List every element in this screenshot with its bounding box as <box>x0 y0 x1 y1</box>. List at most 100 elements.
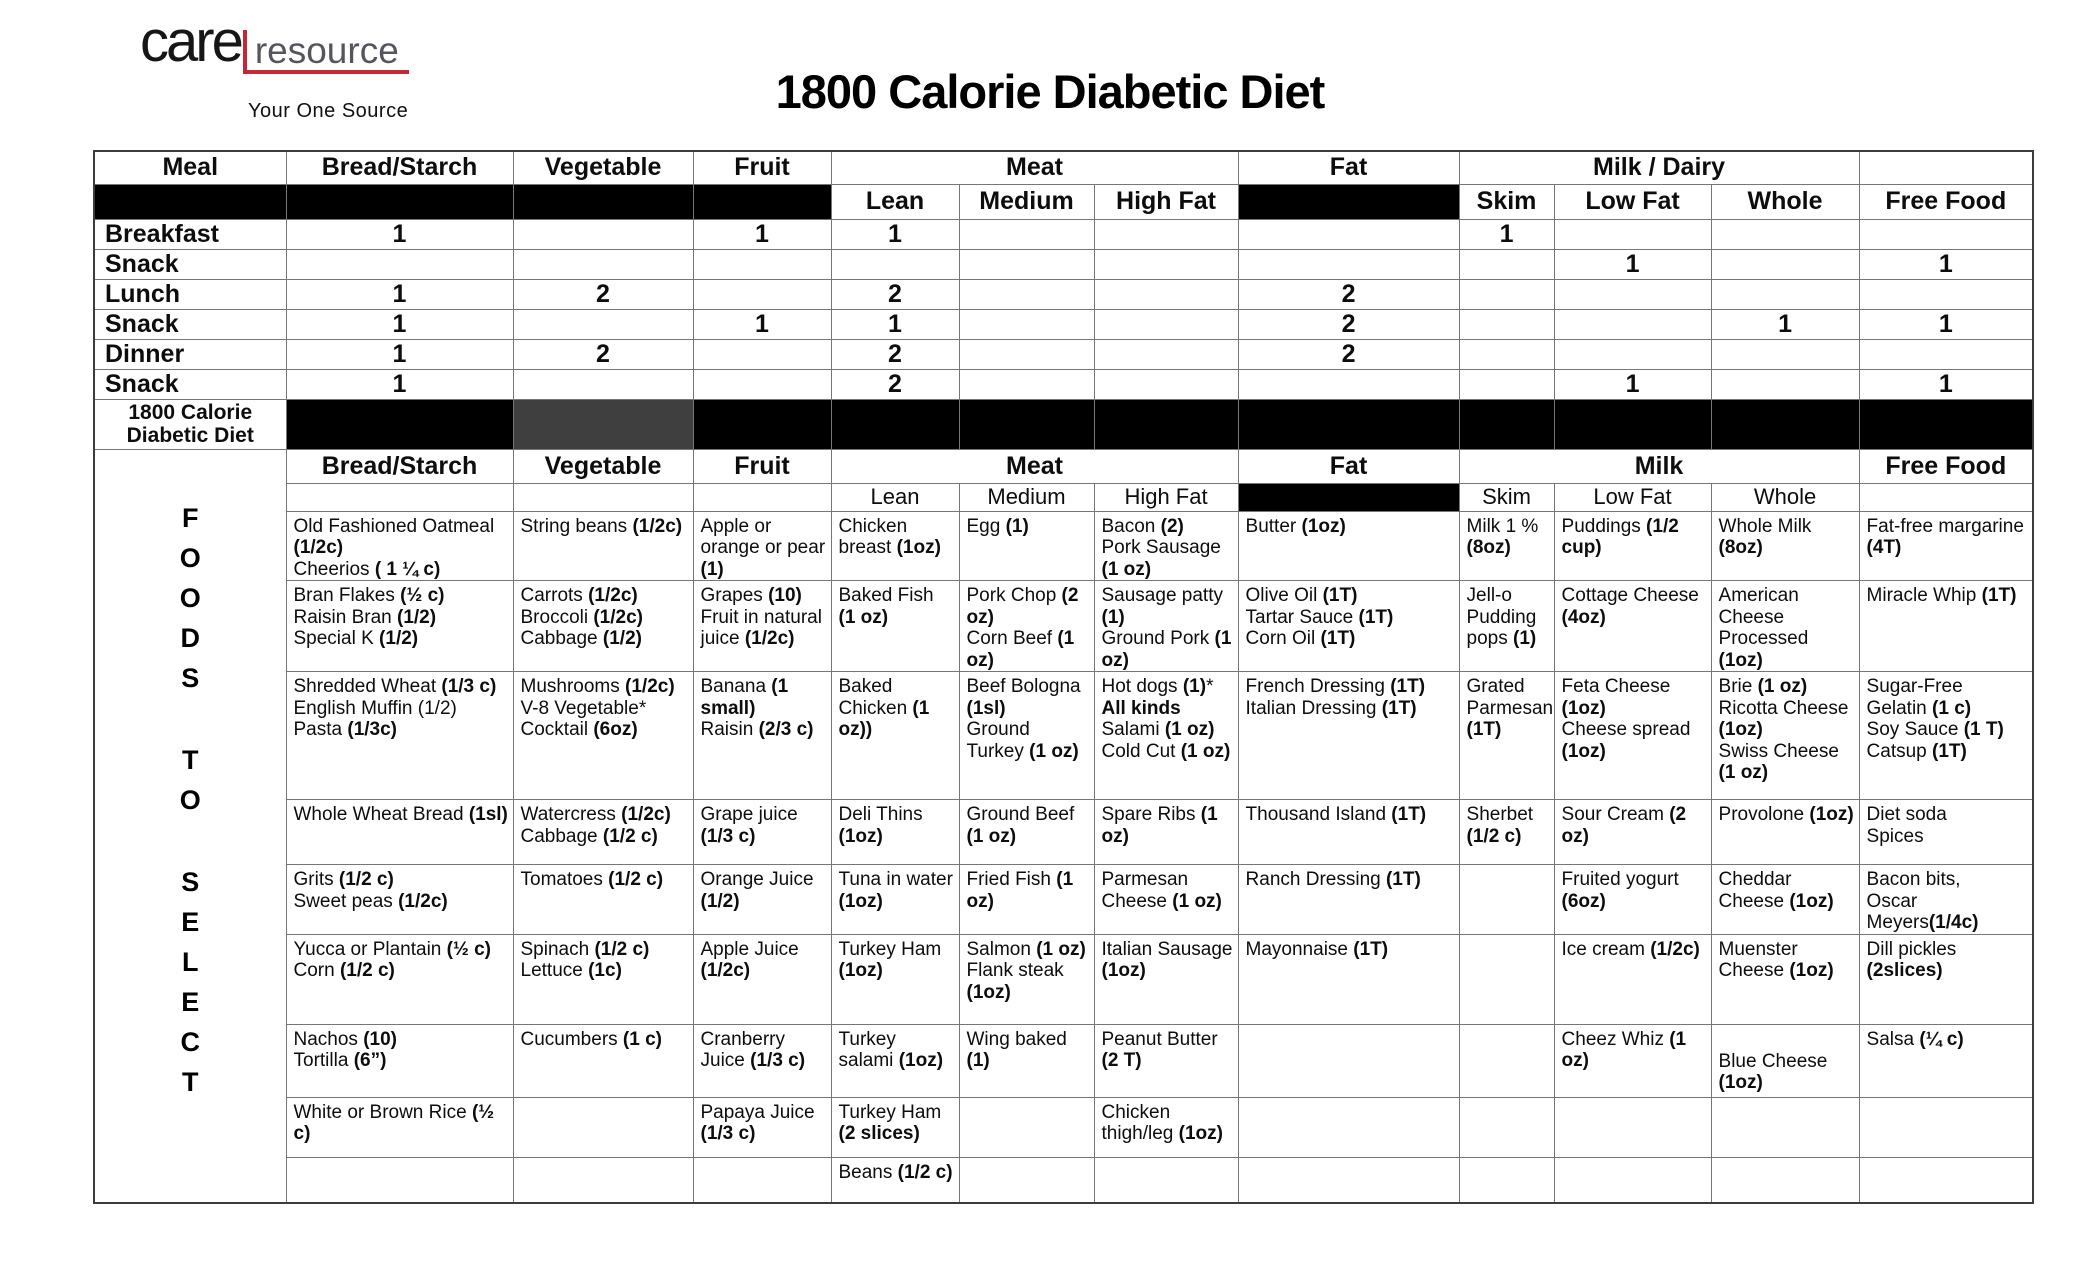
food-cell-fruit: Grape juice (1/3 c) <box>692 799 832 865</box>
food-cell-skim: Sherbet (1/2 c) <box>1458 799 1555 865</box>
food-item: Cottage Cheese (4oz) <box>1561 585 1699 628</box>
food-cell-skim <box>1458 1023 1555 1098</box>
plan-value-free: 1 <box>1858 368 2034 400</box>
side-letter: T <box>182 744 199 775</box>
food-cell-medium: Pork Chop (2 oz) Corn Beef (1 oz) <box>958 580 1095 672</box>
food-item: Pork Chop (2 oz) <box>966 585 1079 628</box>
food-cell-fat <box>1237 1156 1460 1204</box>
food-item: Banana (1 small) <box>700 676 789 719</box>
food-item: Cheddar Cheese (1oz) <box>1718 869 1834 912</box>
food-cell-fat: Mayonnaise (1T) <box>1237 933 1460 1025</box>
food-cell-skim: Jell-o Pudding pops (1) <box>1458 580 1555 672</box>
black-bar-cell <box>1458 398 1555 450</box>
food-cell-free: Fat-free margarine (4T) <box>1858 510 2034 581</box>
plan-value-low_fat: 1 <box>1553 368 1712 400</box>
food-cell-whole <box>1710 1096 1860 1158</box>
food-cell-free: Miracle Whip (1T) <box>1858 580 2034 672</box>
plan-value-lean <box>830 248 960 280</box>
food-item: Salsa (¼ c) <box>1866 1028 1964 1050</box>
plan-value-fat <box>1237 218 1460 250</box>
plan-value-vegetable <box>512 218 694 250</box>
plan-value-lean: 2 <box>830 278 960 310</box>
meal-label: Snack <box>93 368 287 400</box>
foods-col-header-vegetable: Vegetable <box>512 448 694 484</box>
food-item: Grapes (10) <box>700 585 802 606</box>
food-item <box>1719 1029 1855 1051</box>
food-item: Dill pickles (2slices) <box>1866 938 1957 982</box>
food-cell-whole: Cheddar Cheese (1oz) <box>1710 864 1860 935</box>
food-cell-low_fat <box>1553 1156 1712 1204</box>
side-letter: T <box>182 1066 199 1097</box>
plan-value-fruit: 1 <box>692 218 832 250</box>
plan-value-bread: 1 <box>285 368 514 400</box>
food-item: Beef Bologna (1sl) <box>966 676 1081 719</box>
side-letter: E <box>181 986 200 1017</box>
food-cell-high_fat: Peanut Butter (2 T) <box>1093 1023 1239 1098</box>
meal-row: Snack 1 2 1 1 <box>93 368 2034 400</box>
food-item: Cranberry Juice (1/3 c) <box>700 1028 806 1072</box>
food-cell-lean: Chicken breast (1oz) <box>830 510 960 581</box>
food-item: Cheese spread (1oz) <box>1561 719 1691 762</box>
food-cell-bread: Shredded Wheat (1/3 c) English Muffin (1/… <box>285 671 514 800</box>
col-header-milk-dairy: Milk / Dairy <box>1458 150 1860 185</box>
plan-value-high_fat <box>1093 368 1239 400</box>
black-bar-cell <box>830 398 960 450</box>
food-item: Tuna in water (1oz) <box>838 869 953 912</box>
plan-value-high_fat <box>1093 278 1239 310</box>
food-cell-low_fat: Feta Cheese (1oz) Cheese spread (1oz) <box>1553 671 1712 800</box>
subcol-header-lean: Lean <box>830 183 960 220</box>
meal-row: Breakfast 1 1 1 1 <box>93 218 2034 250</box>
plan-value-skim <box>1458 248 1555 280</box>
food-item: Old Fashioned Oatmeal (1/2c) <box>293 515 495 559</box>
foods-col-header-milk: Milk <box>1458 448 1860 484</box>
food-item: Thousand Island (1T) <box>1245 804 1427 825</box>
black-bar-cell <box>692 398 832 450</box>
food-cell-free: Sugar-Free Gelatin (1 c) Soy Sauce (1 T) C… <box>1858 671 2034 800</box>
food-cell-fat: Olive Oil (1T) Tartar Sauce (1T) Corn Oil … <box>1237 580 1460 672</box>
food-item: Italian Dressing (1T) <box>1245 697 1417 719</box>
food-cell-whole: Blue Cheese (1oz) <box>1710 1023 1860 1098</box>
black-bar-cell <box>1710 398 1860 450</box>
plan-value-free <box>1858 338 2034 370</box>
black-bar-cell <box>512 183 694 220</box>
side-letter: S <box>181 662 200 693</box>
food-cell-bread: Old Fashioned Oatmeal (1/2c) Cheerios ( 1… <box>285 510 514 581</box>
meal-label: Dinner <box>93 338 287 370</box>
food-cell-free: Diet soda Spices <box>1858 799 2034 865</box>
food-item: Sausage patty (1) <box>1101 585 1223 628</box>
plan-value-free <box>1858 218 2034 250</box>
food-cell-bread: Yucca or Plantain (½ c) Corn (1/2 c) <box>285 933 514 1025</box>
food-item: Peanut Butter (2 T) <box>1101 1028 1218 1072</box>
food-cell-whole: American Cheese Processed (1oz) <box>1710 580 1860 672</box>
empty-cell <box>692 482 832 512</box>
col-header-fat: Fat <box>1237 150 1460 185</box>
food-item: Puddings (1/2 cup) <box>1561 515 1679 559</box>
col-header-fruit: Fruit <box>692 150 832 185</box>
gray-bar-cell <box>512 398 694 450</box>
food-cell-skim <box>1458 1156 1555 1204</box>
plan-value-high_fat <box>1093 218 1239 250</box>
food-cell-vegetable <box>512 1156 694 1204</box>
plan-value-fruit <box>692 338 832 370</box>
food-cell-fruit <box>692 1156 832 1204</box>
food-cell-fruit: Orange Juice (1/2) <box>692 864 832 935</box>
food-item: Deli Thins (1oz) <box>838 804 923 847</box>
food-row: White or Brown Rice (½ c) Papaya Juice (1… <box>94 1096 2034 1158</box>
plan-value-medium <box>958 248 1095 280</box>
food-cell-high_fat: Chicken thigh/leg (1oz) <box>1093 1096 1239 1158</box>
side-letter: O <box>179 542 201 573</box>
food-item: Spare Ribs (1 oz) <box>1101 804 1218 847</box>
food-item: Broccoli (1/2c) <box>520 606 644 628</box>
plan-value-skim <box>1458 338 1555 370</box>
plan-value-medium <box>958 368 1095 400</box>
meal-row: Snack 1 1 1 2 1 1 <box>93 308 2034 340</box>
food-item: Feta Cheese (1oz) <box>1561 676 1671 719</box>
plan-value-low_fat <box>1553 218 1712 250</box>
foods-header-row-2: Lean Medium High Fat Skim Low Fat Whole <box>94 482 2034 512</box>
black-bar-cell <box>1237 183 1460 220</box>
side-letter: O <box>179 582 201 613</box>
food-cell-medium: Ground Beef (1 oz) <box>958 799 1095 865</box>
letter-spacer <box>95 820 285 862</box>
food-item: Mayonnaise (1T) <box>1245 938 1389 960</box>
food-item: Whole Milk (8oz) <box>1718 515 1812 559</box>
